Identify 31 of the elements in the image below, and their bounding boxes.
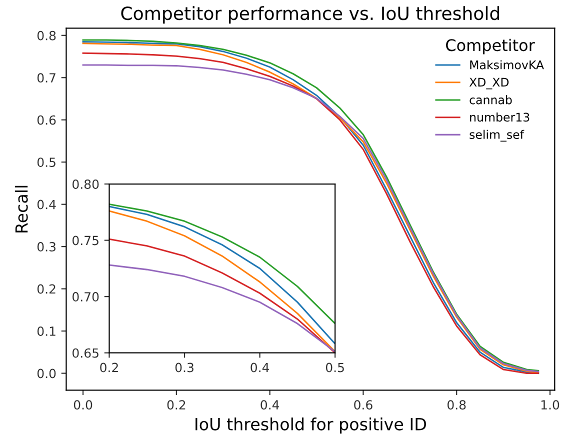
x-tick-label: 0.3 bbox=[175, 362, 194, 372]
x-tick-label: 0.2 bbox=[100, 362, 118, 372]
y-tick-label: 0.80 bbox=[72, 179, 99, 189]
y-tick-label: 0.6 bbox=[37, 115, 56, 125]
x-tick-label: 0.2 bbox=[167, 400, 186, 410]
x-axis-title: IoU threshold for positive ID bbox=[196, 418, 426, 434]
y-tick-label: 0.8 bbox=[37, 30, 56, 40]
y-tick-label: 0.75 bbox=[72, 236, 98, 246]
x-tick-label: 0.4 bbox=[260, 400, 280, 410]
chart-title: Competitor performance vs. IoU threshold bbox=[121, 6, 500, 24]
y-tick-label: 0.2 bbox=[37, 284, 56, 294]
legend-label: XD_XD bbox=[469, 78, 509, 90]
legend-label: cannab bbox=[470, 95, 512, 104]
y-tick-label: 0.3 bbox=[37, 242, 56, 252]
legend-title: Competitor bbox=[446, 38, 535, 54]
y-tick-label: 0.5 bbox=[37, 158, 56, 168]
legend-label: MaksimovKA bbox=[470, 60, 544, 70]
legend-label: selim_sef bbox=[470, 130, 524, 142]
line-series bbox=[109, 204, 336, 324]
x-tick-label: 0.4 bbox=[250, 362, 270, 372]
x-tick-label: 0.5 bbox=[326, 362, 344, 372]
y-tick-label: 0.65 bbox=[72, 348, 98, 358]
x-tick-label: 0.6 bbox=[354, 400, 372, 410]
y-tick-label: 0.70 bbox=[72, 292, 99, 302]
y-tick-label: 0.7 bbox=[37, 73, 56, 83]
x-tick-label: 0.8 bbox=[448, 400, 466, 410]
legend-label: number13 bbox=[470, 112, 530, 122]
y-tick-label: 0.4 bbox=[37, 200, 56, 210]
y-tick-label: 0.1 bbox=[37, 326, 56, 336]
y-axis-title: Recall bbox=[14, 186, 28, 232]
x-tick-label: 1.0 bbox=[541, 400, 560, 410]
